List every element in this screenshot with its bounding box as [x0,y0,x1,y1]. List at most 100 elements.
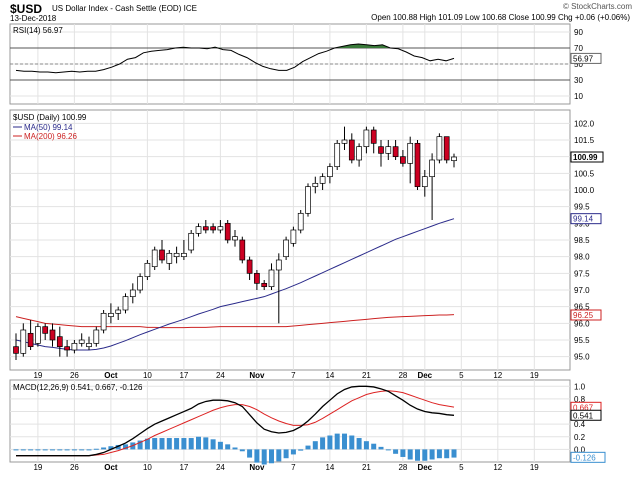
candle-body [27,332,34,348]
macd-histogram-bar [181,438,187,450]
x-tick-label-bottom: 26 [70,463,79,472]
candle-body [356,146,362,161]
macd-histogram-bar [283,449,289,459]
candle-body [290,229,297,244]
candle-body [78,339,85,344]
macd-histogram-bar [188,438,194,450]
x-tick-label-top: Nov [249,371,265,380]
macd-histogram-bar [320,437,326,450]
candle-body [108,312,114,318]
macd-histogram-bar [422,449,428,461]
macd-histogram-bar [123,444,128,450]
x-tick-label-top: 26 [70,371,79,380]
macd-histogram-bar [210,439,216,450]
candle-body [275,259,282,271]
ma50-legend: MA(50) 99.14 [24,123,73,132]
candle-body [166,252,173,264]
macd-hist-value-box [570,451,606,463]
x-tick-label-bottom: 19 [33,463,42,472]
macd-histogram-bar [400,449,406,457]
macd-value: 0.541 [573,411,594,420]
price-tick-label: 99.5 [574,203,590,212]
candle-body [86,342,92,348]
price-tick-label: 100.0 [574,186,595,195]
macd-histogram-bar [166,438,172,450]
macd-histogram-bar [254,449,260,463]
x-tick-label-top: 19 [33,371,42,380]
candle-body [254,272,260,284]
ma200-line [15,314,455,329]
candle-body [436,136,443,161]
candle-body [261,282,268,288]
x-tick-label-bottom: Nov [249,463,265,472]
candle-body [327,166,333,178]
rsi-last-value-box [570,52,602,64]
rsi-tick-label: 30 [574,76,583,85]
macd-histogram-bar [20,449,26,451]
candle-body [400,156,406,164]
macd-histogram-bar [261,449,267,465]
macd-histogram-bar [217,441,223,450]
ma50-value-box [570,213,602,225]
macd-histogram-bar [42,449,48,451]
candle-body [429,159,435,178]
candle-body [239,239,246,261]
macd-tick-label: 0.0 [574,445,586,454]
price-tick-label: 97.5 [574,269,590,278]
macd-histogram-bar [444,449,450,459]
candle-body [246,259,253,274]
candle-body [100,312,107,331]
macd-histogram-bar [415,449,420,461]
x-tick-label-bottom: 5 [459,463,464,472]
macd-histogram-bar [451,449,457,458]
candle-body [224,222,231,241]
candle-body [268,269,275,288]
x-tick-label-top: Oct [104,371,118,380]
candle-body [122,296,129,311]
price-tick-label: 98.5 [574,236,590,245]
macd-histogram-bar [101,447,107,450]
candle-body [348,139,355,161]
ma50-value: 99.14 [573,215,594,224]
macd-histogram-bar [174,438,180,450]
macd-histogram-bar [290,449,296,455]
macd-histogram-bar [64,449,70,451]
macd-histogram-bar [137,440,143,450]
symbol: $USD [10,2,43,16]
macd-histogram-bar [93,448,99,450]
macd-histogram-bar [312,441,318,450]
x-tick-label-bottom: 21 [362,463,371,472]
x-tick-label-top: 19 [530,371,539,380]
macd-line [16,385,455,457]
macd-histogram-bar [239,449,245,452]
x-tick-label-bottom: Oct [104,463,118,472]
macd-histogram-bar [203,437,209,450]
close-value: 100.99 [573,153,598,162]
ma200-value-box [570,309,602,321]
x-tick-label-top: 10 [143,371,152,380]
candle-body [443,136,450,161]
x-tick-label-top: 14 [325,371,334,380]
macd-histogram-bar [144,438,150,450]
rsi-tick-label: 90 [574,28,583,37]
price-tick-label: 95.0 [574,353,590,362]
rsi-line [15,43,455,74]
macd-histogram-bar [436,449,442,459]
macd-histogram-bar [79,449,85,451]
rsi-legend: RSI(14) 56.97 [13,26,63,35]
candle-body [414,142,421,188]
macd-histogram-bar [378,446,384,450]
macd-histogram-bar [13,449,19,451]
candle-body [173,252,180,258]
candle-body [305,186,311,214]
macd-histogram-bar [35,449,41,451]
close-value-box [570,151,604,163]
candle-body [421,176,428,188]
x-tick-label-top: 12 [493,371,502,380]
macd-histogram-bar [159,438,165,450]
macd-histogram-bar [429,449,435,460]
macd-histogram-bar [342,433,347,450]
price-tick-label: 97.0 [574,286,590,295]
candle-body [129,289,136,298]
candle-body [35,326,41,344]
